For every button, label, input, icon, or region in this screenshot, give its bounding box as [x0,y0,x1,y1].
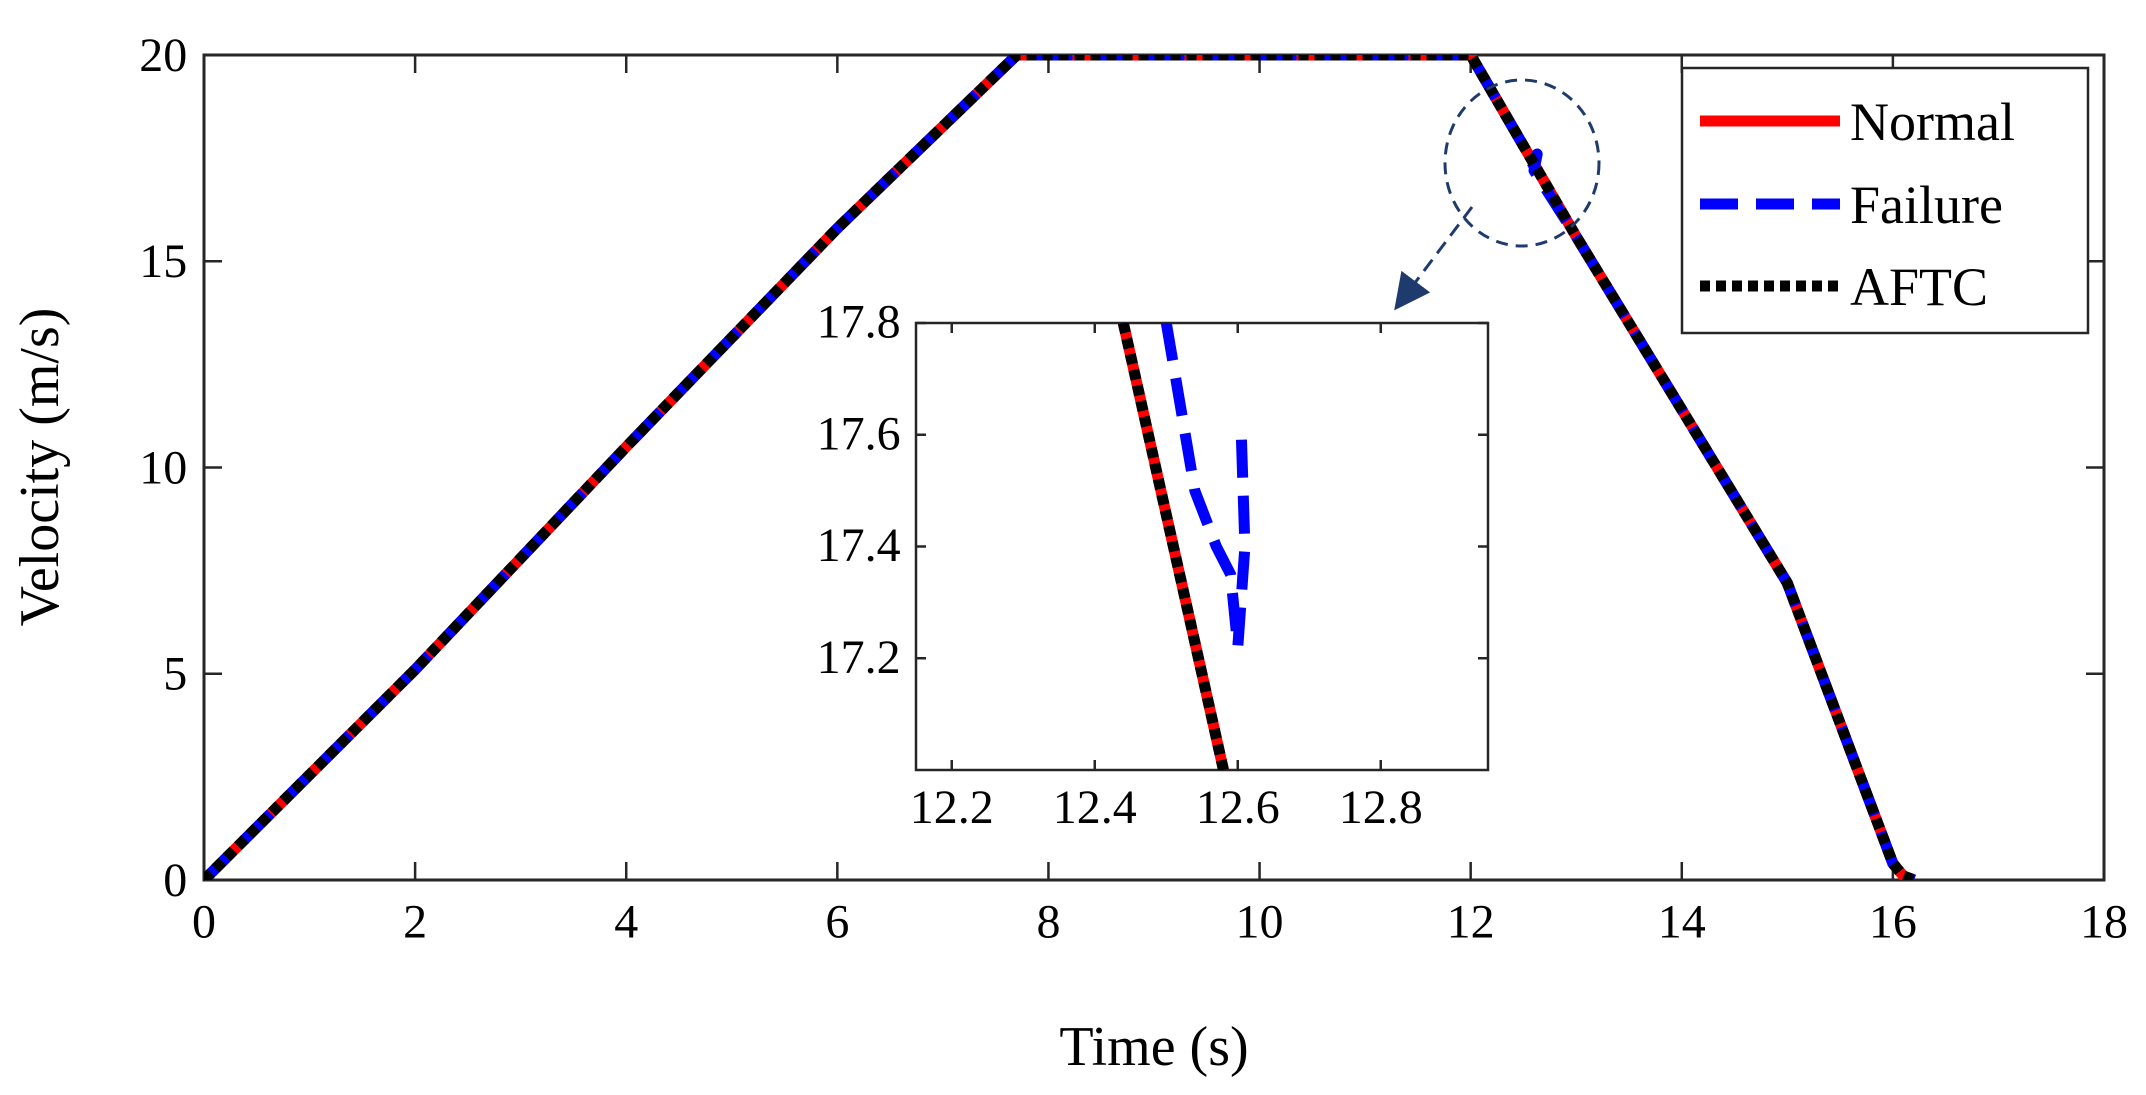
main-x-tick-label: 12 [1447,896,1495,949]
y-axis-title: Velocity (m/s) [9,308,71,627]
main-x-tick-label: 18 [2080,896,2128,949]
main-y-tick-label: 20 [139,29,187,82]
inset-line-aftc [1117,323,1229,770]
main-x-tick-label: 10 [1236,896,1284,949]
inset-line-failure [1160,323,1251,653]
legend-label-aftc: AFTC [1850,257,1988,317]
inset-x-tick-label: 12.4 [1053,781,1137,834]
legend: Normal Failure AFTC [1680,66,2090,335]
inset-x-tick-label: 12.6 [1196,781,1280,834]
legend-label-failure: Failure [1850,175,2003,235]
inset-x-tick-label: 12.2 [910,781,994,834]
legend-label-normal: Normal [1850,92,2015,152]
zoom-ellipse [1443,78,1601,248]
x-axis-title: Time (s) [1059,1016,1248,1078]
inset-ticks: 12.2 12.4 12.6 12.8 17.2 17.4 17.6 17.8 [817,296,1488,834]
main-y-tick-label: 10 [139,441,187,494]
main-x-tick-label: 2 [403,896,427,949]
main-y-tick-label: 15 [139,235,187,288]
main-ticks: 0 2 4 6 8 10 12 14 16 18 0 5 10 15 20 [139,29,2128,949]
main-x-tick-label: 14 [1658,896,1706,949]
main-x-tick-label: 8 [1036,896,1060,949]
inset-plot-area [914,321,1490,772]
inset-y-tick-label: 17.4 [817,519,901,572]
main-y-tick-label: 0 [163,854,187,907]
inset-y-tick-label: 17.2 [817,631,901,684]
main-x-tick-label: 16 [1869,896,1917,949]
inset-y-tick-label: 17.6 [817,407,901,460]
main-line-normal [204,55,1916,880]
main-x-tick-label: 4 [614,896,638,949]
main-x-tick-label: 6 [825,896,849,949]
main-y-tick-label: 5 [163,648,187,701]
inset-series-lines [1117,323,1251,770]
zoom-arrow [1394,206,1474,311]
inset-y-tick-label: 17.8 [817,296,901,349]
main-series-lines [204,55,1916,880]
main-x-tick-label: 0 [192,896,216,949]
inset-x-tick-label: 12.8 [1339,781,1423,834]
